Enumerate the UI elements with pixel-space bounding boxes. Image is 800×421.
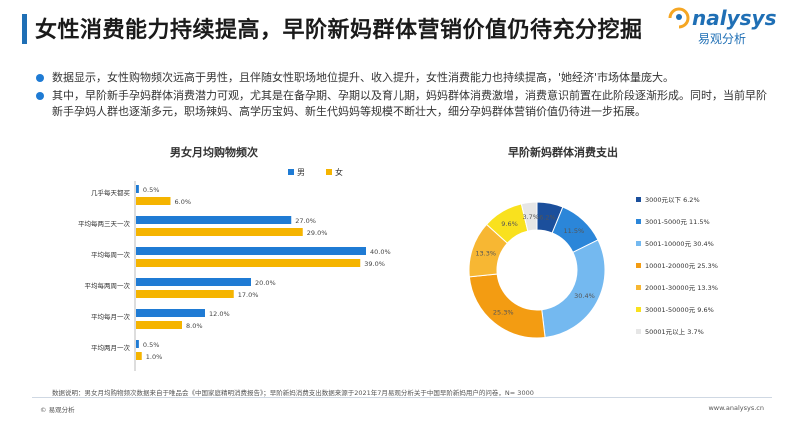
title-accent-bar xyxy=(22,14,27,44)
data-label: 1.0% xyxy=(146,353,163,361)
bar xyxy=(136,340,139,348)
slice-label: 9.6% xyxy=(501,220,518,228)
category-label: 平均每两三天一次 xyxy=(78,219,131,228)
data-label: 0.5% xyxy=(143,186,160,194)
legend-label: 男 xyxy=(297,168,305,177)
summary-bullets: 数据显示，女性购物频次远高于男性，且伴随女性职场地位提升、收入提升，女性消费能力… xyxy=(32,70,772,122)
legend-swatch xyxy=(288,169,294,175)
footer-copyright: © 易观分析 xyxy=(40,406,75,414)
bullet-item: 数据显示，女性购物频次远高于男性，且伴随女性职场地位提升、收入提升，女性消费能力… xyxy=(32,70,772,86)
bar xyxy=(136,352,142,360)
data-label: 17.0% xyxy=(238,291,259,299)
legend-label: 3001-5000元 11.5% xyxy=(645,218,710,226)
category-label: 平均每月一次 xyxy=(91,312,131,321)
legend-label: 5001-10000元 30.4% xyxy=(645,240,714,248)
data-label: 6.0% xyxy=(175,198,192,206)
legend-label: 10001-20000元 25.3% xyxy=(645,262,718,270)
data-label: 12.0% xyxy=(209,310,230,318)
legend-label: 3000元以下 6.2% xyxy=(645,196,700,204)
bullet-item: 其中，早阶新手孕妈群体消费潜力可观，尤其是在备孕期、孕期以及育儿期，妈妈群体消费… xyxy=(32,88,772,120)
data-source-note: 数据说明：男女月均购物频次数据来自于唯品会《中国家庭精明消费报告》；早阶新妈消费… xyxy=(52,389,534,397)
data-label: 27.0% xyxy=(295,217,316,225)
legend-label: 30001-50000元 9.6% xyxy=(645,306,714,314)
slice-label: 13.3% xyxy=(475,250,496,258)
donut-chart: 6.2% 11.5% 30.4% 25.3% 13.3% 9.6% 3.7% 3000元以下 … xyxy=(468,196,718,339)
legend-label: 20001-30000元 13.3% xyxy=(645,284,718,292)
logo-text: nalysys xyxy=(692,6,777,30)
category-label: 平均每两周一次 xyxy=(85,281,131,290)
legend-swatch xyxy=(636,307,641,312)
footer-divider xyxy=(32,397,772,398)
data-label: 39.0% xyxy=(364,260,385,268)
bar xyxy=(136,228,303,236)
page-title: 女性消费能力持续提高，早阶新妈群体营销价值仍待充分挖掘 xyxy=(35,18,643,43)
brand-logo: nalysys 易观分析 xyxy=(668,4,780,48)
category-label: 平均两月一次 xyxy=(91,343,131,352)
legend-swatch xyxy=(636,263,641,268)
slice-label: 11.5% xyxy=(564,227,585,235)
bar xyxy=(136,278,251,286)
bar xyxy=(136,185,139,193)
legend-swatch xyxy=(636,329,641,334)
category-label: 几乎每天都买 xyxy=(91,188,131,197)
donut-slice xyxy=(520,201,538,232)
donut-slice xyxy=(541,239,606,339)
slice-label: 3.7% xyxy=(522,213,539,221)
donut-slice xyxy=(468,273,546,339)
bar xyxy=(136,290,234,298)
legend-swatch xyxy=(636,219,641,224)
bar xyxy=(136,197,171,205)
bar xyxy=(136,216,292,224)
footer-url: www.analysys.cn xyxy=(708,404,764,412)
bullet-text: 其中，早阶新手孕妈群体消费潜力可观，尤其是在备孕期、孕期以及育儿期，妈妈群体消费… xyxy=(52,89,767,118)
logo-subtext: 易观分析 xyxy=(698,32,747,46)
donut-chart-title: 早阶新妈群体消费支出 xyxy=(508,146,618,159)
data-label: 20.0% xyxy=(255,279,276,287)
bar-chart-title: 男女月均购物频次 xyxy=(170,146,258,159)
bullet-dot-icon xyxy=(36,74,44,82)
data-label: 0.5% xyxy=(143,341,160,349)
logo-swirl-icon xyxy=(668,7,690,29)
legend-swatch xyxy=(636,285,641,290)
legend-label: 女 xyxy=(335,167,343,177)
bar xyxy=(136,321,182,329)
legend-swatch xyxy=(326,169,332,175)
bullet-text: 数据显示，女性购物频次远高于男性，且伴随女性职场地位提升、收入提升，女性消费能力… xyxy=(52,71,675,84)
bar xyxy=(136,259,361,267)
bar xyxy=(136,309,205,317)
legend-swatch xyxy=(636,197,641,202)
bar xyxy=(136,247,366,255)
slice-label: 6.2% xyxy=(539,214,556,222)
bullet-dot-icon xyxy=(36,92,44,100)
legend-swatch xyxy=(636,241,641,246)
category-label: 平均每周一次 xyxy=(91,250,131,259)
data-label: 8.0% xyxy=(186,322,203,330)
legend-label: 50001元以上 3.7% xyxy=(645,327,704,336)
slice-label: 25.3% xyxy=(493,309,514,317)
data-label: 29.0% xyxy=(307,229,328,237)
data-label: 40.0% xyxy=(370,248,391,256)
slice-label: 30.4% xyxy=(574,292,595,300)
